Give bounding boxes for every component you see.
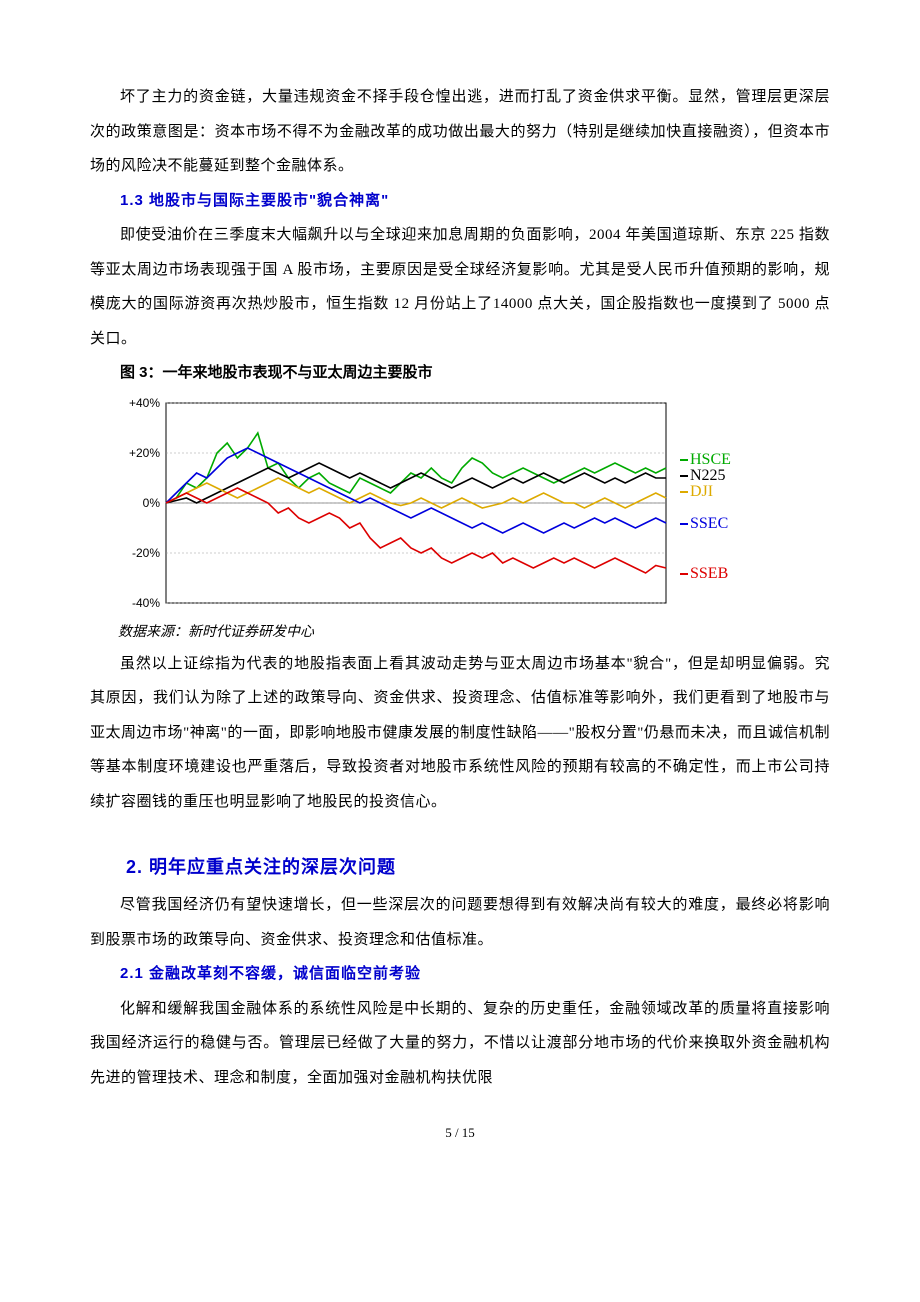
figure3-title: 图 3：一年来地股市表现不与亚太周边主要股市 [90,356,830,391]
page-number: 5 / 15 [90,1125,830,1141]
para-1-3-body: 即使受油价在三季度末大幅飙升以与全球迎来加息周期的负面影响，2004 年美国道琼… [90,218,830,356]
legend-label: SSEB [690,565,728,583]
para-after-fig: 虽然以上证综指为代表的地股指表面上看其波动走势与亚太周边市场基本"貌合"，但是却… [90,647,830,820]
figure3-source: 数据来源：新时代证券研发中心 [90,619,830,647]
legend-tick-icon [680,475,688,477]
figure3-chart: +40%+20%0%-20%-40% HSCEN225DJISSECSSEB [120,395,830,615]
heading-2-1: 2.1 金融改革刻不容缓，诚信面临空前考验 [90,957,830,992]
legend-tick-icon [680,491,688,493]
para-2-1-body: 化解和缓解我国金融体系的系统性风险是中长期的、复杂的历史重任，金融领域改革的质量… [90,992,830,1096]
para-intro: 坏了主力的资金链，大量违规资金不择手段仓惶出逃，进而打乱了资金供求平衡。显然，管… [90,80,830,184]
line-chart: +40% +20% 0% -20% -40% [120,395,680,615]
legend-item-ssec: SSEC [680,515,728,533]
svg-text:+20%: +20% [129,446,160,460]
svg-text:0%: 0% [143,496,161,510]
legend-item-sseb: SSEB [680,565,728,583]
heading-2: 2. 明年应重点关注的深层次问题 [90,847,830,888]
legend-item-dji: DJI [680,483,713,501]
legend-tick-icon [680,523,688,525]
heading-1-3: 1.3 地股市与国际主要股市"貌合神离" [90,184,830,219]
para-2-intro: 尽管我国经济仍有望快速增长，但一些深层次的问题要想得到有效解决尚有较大的难度，最… [90,888,830,957]
legend-tick-icon [680,573,688,575]
chart-legend: HSCEN225DJISSECSSEB [680,395,740,615]
legend-label: DJI [690,483,713,501]
legend-label: SSEC [690,515,728,533]
legend-tick-icon [680,459,688,461]
svg-text:-20%: -20% [132,546,160,560]
svg-text:-40%: -40% [132,596,160,610]
svg-text:+40%: +40% [129,396,160,410]
